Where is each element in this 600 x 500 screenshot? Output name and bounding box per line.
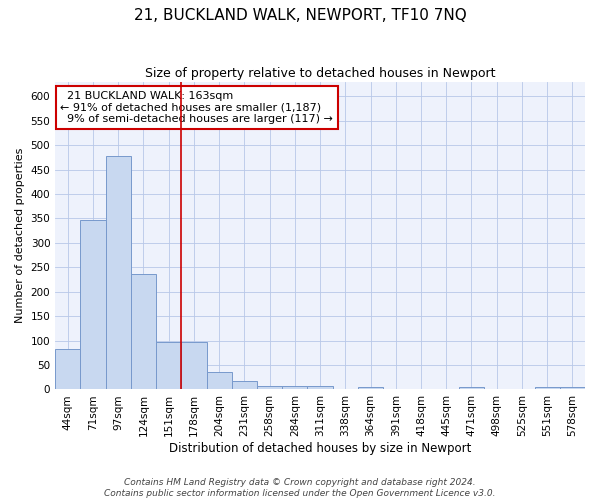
Bar [106, 156, 131, 390]
Bar [131, 274, 156, 390]
Text: 21 BUCKLAND WALK: 163sqm
← 91% of detached houses are smaller (1,187)
  9% of se: 21 BUCKLAND WALK: 163sqm ← 91% of detach… [61, 91, 334, 124]
Bar [232, 381, 257, 390]
X-axis label: Distribution of detached houses by size in Newport: Distribution of detached houses by size … [169, 442, 471, 455]
Bar [206, 372, 232, 390]
Bar [181, 342, 206, 390]
Bar [282, 386, 307, 390]
Bar [535, 387, 560, 390]
Title: Size of property relative to detached houses in Newport: Size of property relative to detached ho… [145, 68, 496, 80]
Bar [156, 342, 181, 390]
Bar [560, 387, 585, 390]
Bar [80, 220, 106, 390]
Text: Contains HM Land Registry data © Crown copyright and database right 2024.
Contai: Contains HM Land Registry data © Crown c… [104, 478, 496, 498]
Bar [55, 349, 80, 390]
Bar [307, 386, 332, 390]
Y-axis label: Number of detached properties: Number of detached properties [15, 148, 25, 324]
Bar [257, 386, 282, 390]
Bar [459, 387, 484, 390]
Text: 21, BUCKLAND WALK, NEWPORT, TF10 7NQ: 21, BUCKLAND WALK, NEWPORT, TF10 7NQ [134, 8, 466, 22]
Bar [358, 387, 383, 390]
